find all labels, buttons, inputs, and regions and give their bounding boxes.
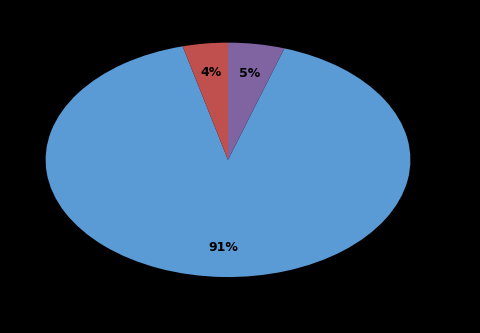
Wedge shape	[182, 43, 228, 160]
Wedge shape	[228, 43, 284, 160]
Text: 5%: 5%	[239, 67, 260, 80]
Text: 91%: 91%	[209, 241, 239, 254]
Text: 4%: 4%	[200, 66, 221, 79]
Wedge shape	[46, 46, 410, 277]
